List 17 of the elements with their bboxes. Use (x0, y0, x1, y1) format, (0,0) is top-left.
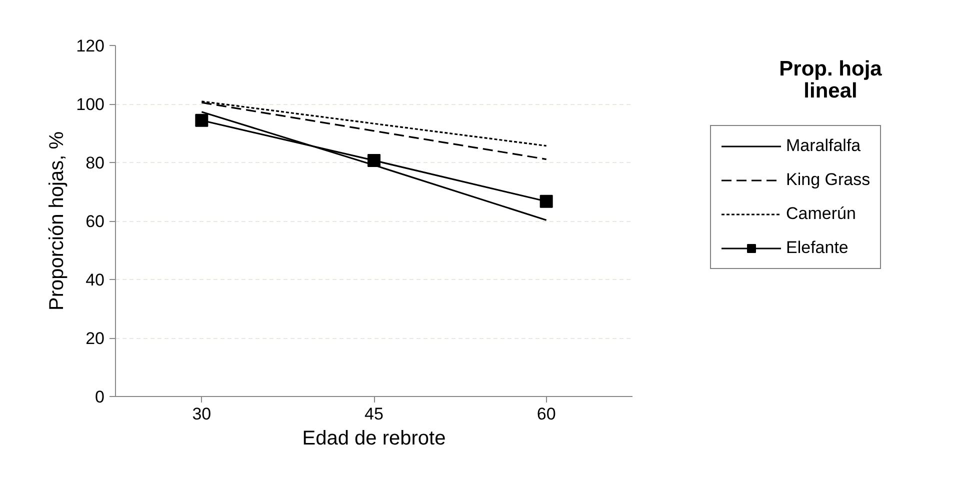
text: Prop. hoja lineal (779, 57, 882, 103)
x-tick-label: 45 (364, 404, 384, 424)
y-tick-label: 20 (86, 329, 105, 348)
x-tick-label: 30 (192, 404, 212, 424)
legend-label: Maralfalfa (786, 136, 861, 156)
x-axis-title: Edad de rebrote (302, 428, 446, 450)
x-tick-label: 60 (536, 404, 556, 424)
legend-label: King Grass (786, 170, 870, 190)
y-tick-label: 80 (86, 154, 105, 172)
y-tick-label: 40 (86, 270, 105, 290)
y-tick-label: 100 (76, 95, 105, 114)
y-tick-label: 60 (86, 212, 105, 231)
legend-label: Elefante (786, 238, 848, 258)
legend-label: Camerún (786, 204, 856, 224)
y-tick-label: 0 (95, 388, 105, 406)
y-tick-label: 120 (76, 36, 105, 56)
y-axis-title: Proporción hojas, % (46, 131, 68, 310)
